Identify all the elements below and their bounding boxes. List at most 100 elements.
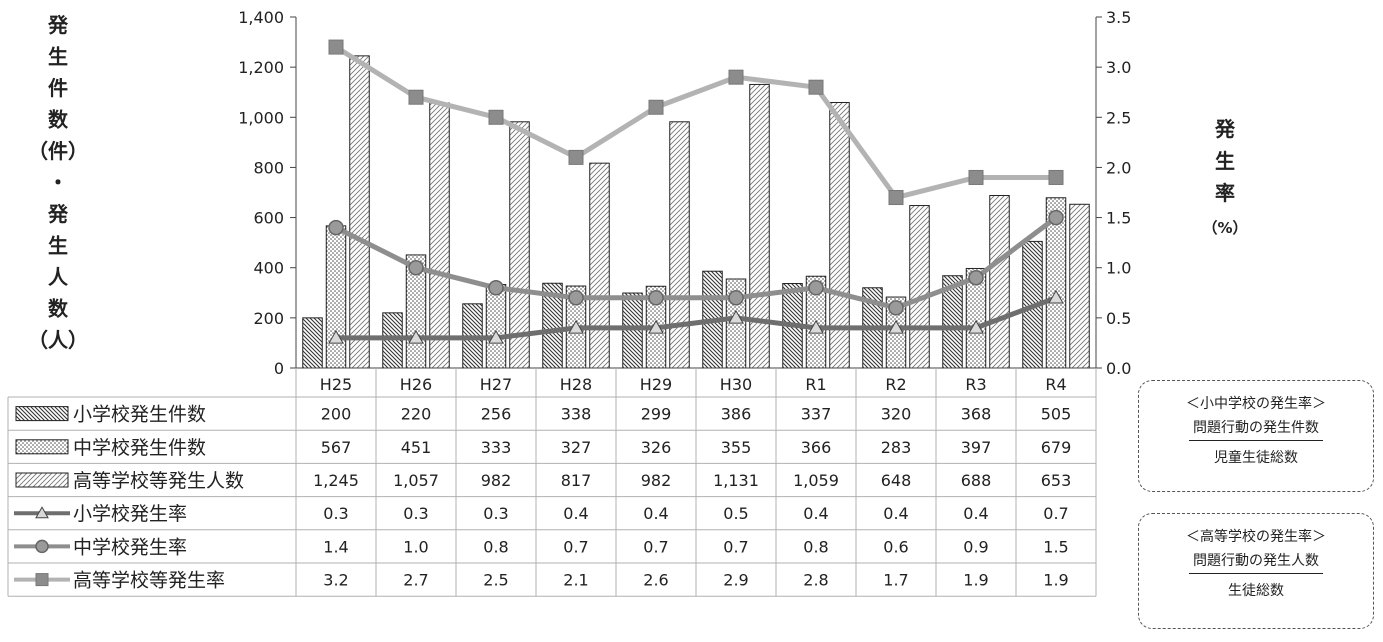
table-cell-value: 0.7 (563, 537, 588, 556)
formula-box-high-school: ＜高等学校の発生率＞ 問題行動の発生人数 生徒総数 (1138, 513, 1374, 629)
table-cell-value: 2.9 (723, 571, 748, 590)
left-tick-label: 1,400 (238, 8, 284, 27)
point-square (568, 149, 584, 165)
formula-box-elementary: ＜小中学校の発生率＞ 問題行動の発生件数 児童生徒総数 (1138, 380, 1374, 492)
right-tick-label: 3.0 (1106, 58, 1131, 77)
point-circle (568, 290, 584, 306)
table-cell-value: 1,059 (793, 471, 839, 490)
table-cell-value: 0.7 (1043, 504, 1068, 523)
point-square (488, 109, 504, 125)
table-cell-value: 1.0 (403, 537, 428, 556)
table-cell-value: 299 (641, 405, 672, 424)
table-cell-value: 567 (321, 438, 352, 457)
point-square (328, 39, 344, 55)
category-label: H27 (480, 375, 512, 394)
right-axis-title-char: 生 (1215, 149, 1235, 173)
table-cell-value: 0.7 (723, 537, 748, 556)
table-cell-value: 505 (1041, 405, 1072, 424)
table-cell-value: 320 (881, 405, 912, 424)
table-cell-value: 366 (801, 438, 832, 457)
left-axis-title-char: （件） (28, 139, 88, 163)
table-cell-value: 337 (801, 405, 832, 424)
point-square (35, 573, 49, 587)
legend-key-dots (15, 439, 69, 455)
left-tick-label: 1,000 (238, 108, 284, 127)
table-cell-value: 1.4 (323, 537, 348, 556)
legend-series-name: 小学校発生率 (73, 503, 187, 525)
right-tick-label: 2.0 (1106, 158, 1131, 177)
table-cell-value: 1,057 (393, 471, 439, 490)
left-axis-title-char: 発 (47, 13, 69, 37)
left-tick-label: 200 (253, 309, 284, 328)
table-cell-value: 0.8 (803, 537, 828, 556)
table-cell-value: 679 (1041, 438, 1072, 457)
table-cell-value: 3.2 (323, 571, 348, 590)
table-cell-value: 0.4 (963, 504, 988, 523)
left-axis-title-char: 数 (48, 108, 69, 132)
left-axis-title-char: 数 (48, 297, 69, 321)
bar-diag (302, 317, 323, 369)
left-axis-title-char: 件 (48, 76, 68, 100)
formula-numerator: 問題行動の発生人数 (1189, 548, 1323, 574)
table-cell-value: 368 (961, 405, 992, 424)
category-label: R2 (885, 375, 906, 394)
point-triangle (408, 329, 424, 344)
table-cell-value: 0.6 (883, 537, 908, 556)
point-triangle (648, 319, 664, 334)
legend-series-name: 小学校発生件数 (73, 404, 206, 426)
legend-series-name: 高等学校等発生人数 (73, 470, 244, 492)
point-square (888, 190, 904, 206)
table-cell-value: 0.4 (563, 504, 588, 523)
right-tick-label: 3.5 (1106, 8, 1131, 27)
point-circle (35, 539, 49, 554)
right-tick-label: 2.5 (1106, 108, 1131, 127)
series-line-circle (334, 215, 1058, 311)
category-label: R4 (1045, 375, 1066, 394)
bar-hatch (669, 121, 690, 369)
formula-title: ＜小中学校の発生率＞ (1186, 396, 1326, 412)
point-triangle (968, 319, 984, 334)
point-triangle (1048, 289, 1064, 304)
point-circle (808, 280, 824, 296)
bar-dots (325, 225, 347, 369)
point-square (728, 69, 744, 85)
table-cell-value: 653 (1041, 471, 1072, 490)
table-cell-value: 982 (641, 471, 672, 490)
bar-hatch (989, 195, 1010, 369)
table-cell-value: 326 (641, 438, 672, 457)
table-cell-value: 333 (481, 438, 512, 457)
table-cell-value: 2.8 (803, 571, 828, 590)
left-tick-label: 0 (274, 359, 284, 378)
table-cell-value: 2.7 (403, 571, 428, 590)
point-square (808, 79, 824, 95)
table-cell-value: 2.5 (483, 571, 508, 590)
table-cell-value: 397 (961, 438, 992, 457)
left-axis-title-char: 生 (48, 234, 68, 258)
table-cell-value: 688 (961, 471, 992, 490)
point-triangle (808, 319, 824, 334)
table-cell-value: 2.6 (643, 571, 668, 590)
table-cell-value: 0.4 (643, 504, 668, 523)
series-line-triangle (336, 295, 1057, 341)
point-circle (328, 219, 344, 236)
bar-hatch (1069, 203, 1090, 369)
formula-denominator: 児童生徒総数 (1214, 450, 1298, 466)
point-square (648, 99, 664, 115)
table-cell-value: 451 (401, 438, 432, 457)
point-circle (408, 259, 424, 276)
right-axis-title-char: 率 (1215, 181, 1235, 205)
bar-diag (622, 292, 643, 369)
table-cell-value: 0.8 (483, 537, 508, 556)
table-cell-value: 0.9 (963, 537, 988, 556)
category-label: R1 (805, 375, 826, 394)
point-circle (968, 269, 984, 286)
right-tick-label: 0.5 (1106, 309, 1131, 328)
point-triangle (35, 506, 49, 519)
legend-series-name: 中学校発生件数 (73, 437, 206, 459)
legend-key-hatch (15, 472, 69, 488)
table-cell-value: 1.7 (883, 571, 908, 590)
table-cell-value: 0.4 (883, 504, 908, 523)
point-square (1048, 169, 1064, 185)
table-cell-value: 283 (881, 438, 912, 457)
